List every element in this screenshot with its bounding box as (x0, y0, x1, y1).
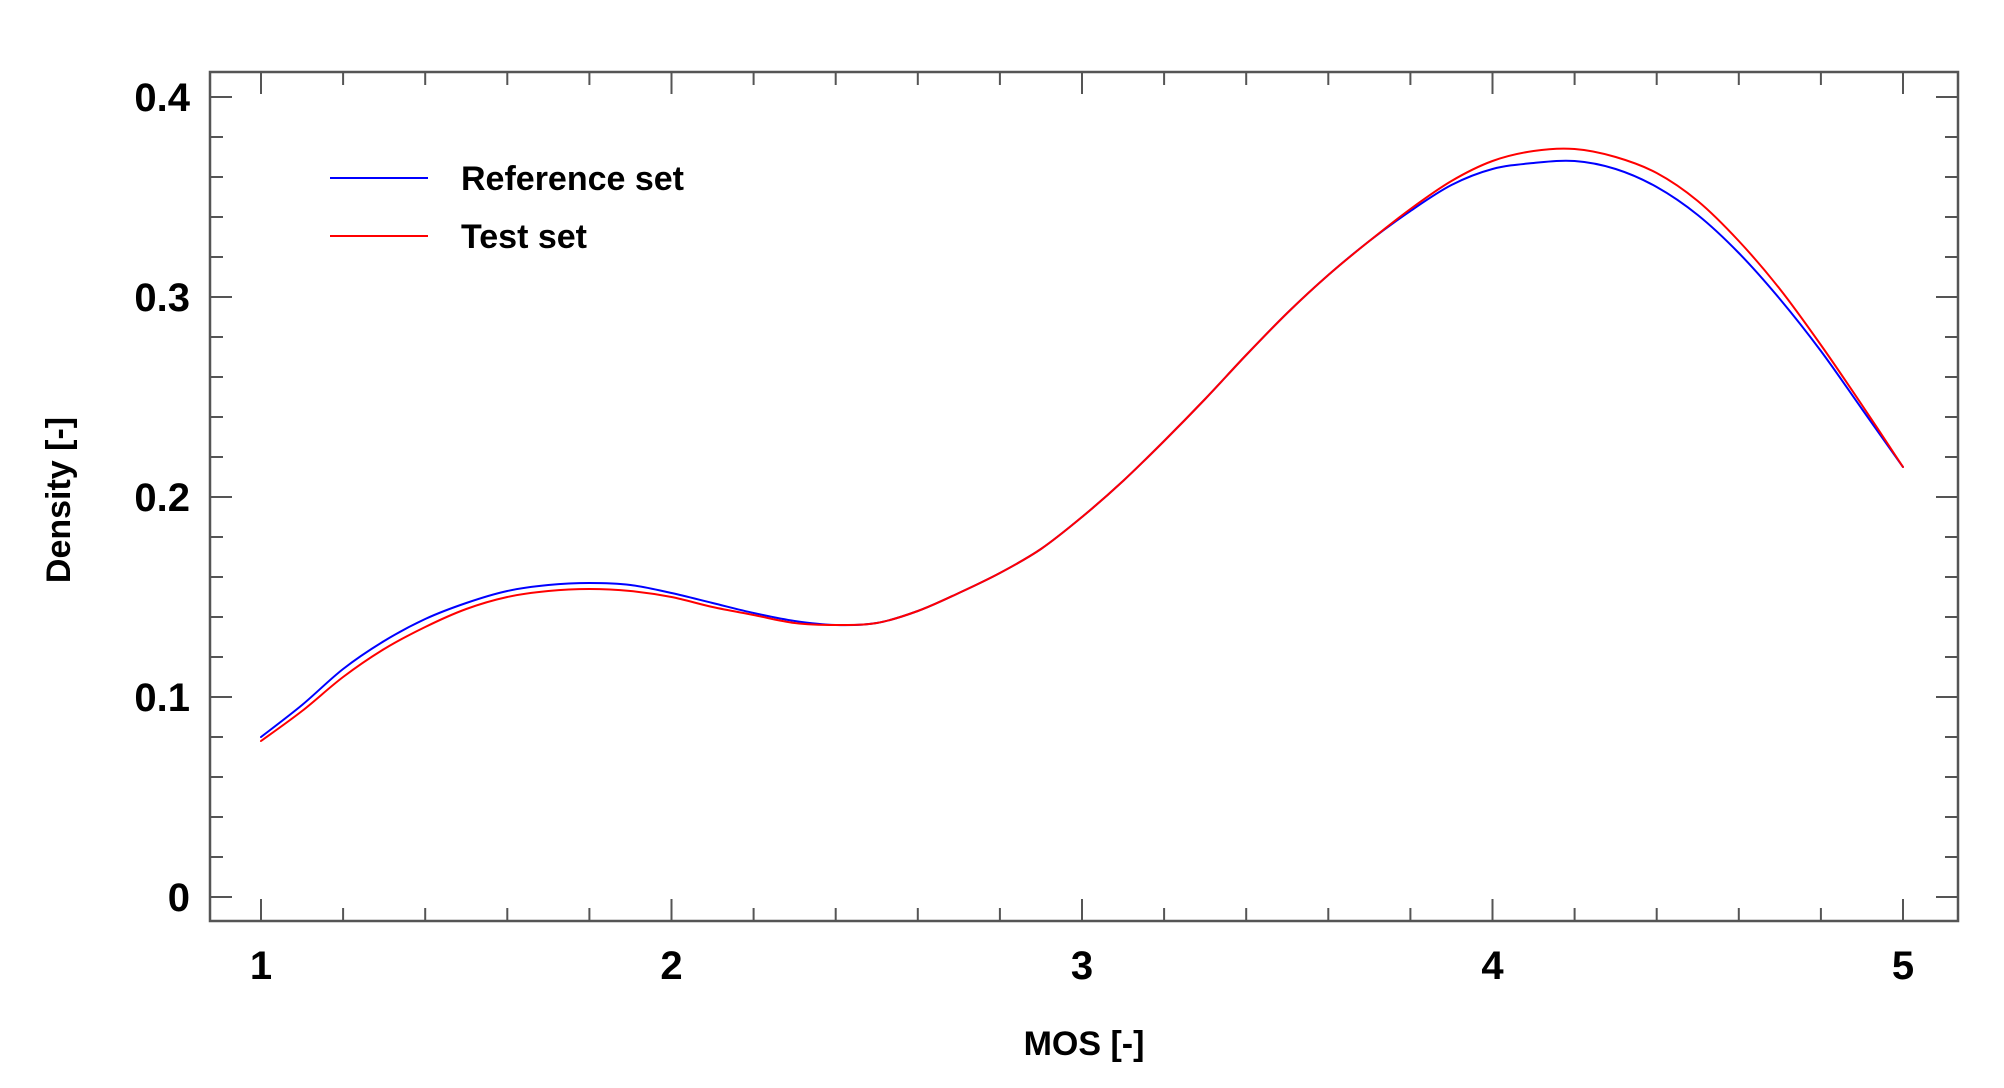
y-axis-title: Density [-] (40, 417, 78, 583)
x-tick-label: 5 (1892, 944, 1914, 988)
legend-label: Test set (461, 218, 587, 256)
x-tick-label: 2 (660, 944, 682, 988)
x-axis-title: MOS [-] (1024, 1025, 1145, 1063)
y-tick-label: 0 (168, 876, 190, 920)
y-tick-label: 0.3 (134, 276, 190, 320)
test-set-line (260, 147, 1904, 742)
y-tick-label: 0.4 (134, 76, 190, 120)
x-tick-label: 3 (1071, 944, 1093, 988)
y-axis: 0 0.1 0.2 0.3 0.4 (134, 76, 1958, 920)
x-axis: 1 2 3 4 5 (250, 72, 1914, 988)
legend-item-reference-set: Reference set (330, 160, 684, 198)
legend-item-test-set: Test set (330, 218, 587, 256)
legend: Reference set Test set (330, 160, 684, 256)
x-tick-label: 4 (1481, 944, 1504, 988)
y-tick-label: 0.2 (134, 476, 190, 520)
y-tick-label: 0.1 (134, 676, 190, 720)
legend-label: Reference set (461, 160, 684, 198)
x-tick-label: 1 (250, 944, 272, 988)
series-layer (260, 147, 1904, 742)
